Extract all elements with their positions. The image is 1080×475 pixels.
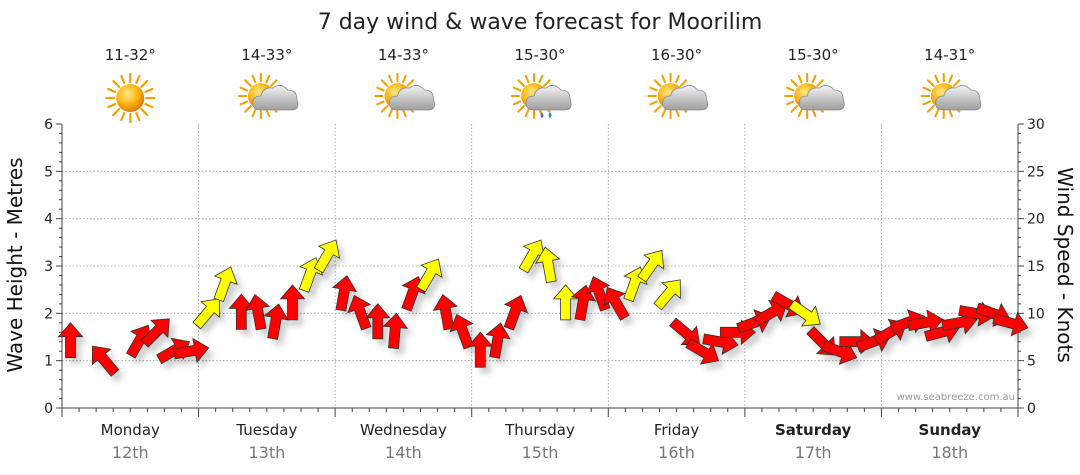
wind-arrow bbox=[331, 275, 358, 312]
wind-arrow bbox=[140, 318, 170, 348]
day-labels: Monday 12th Tuesday 13th Wednesday 14th Thursd… bbox=[101, 421, 981, 462]
day-name-label: Wednesday bbox=[360, 421, 447, 439]
wind-arrow bbox=[432, 293, 458, 331]
y-left-tick-label: 1 bbox=[44, 354, 53, 370]
shower-icon bbox=[510, 72, 572, 120]
partly-cloudy-icon bbox=[647, 72, 709, 120]
y-left-tick-label: 6 bbox=[44, 117, 53, 133]
partly-cloudy-icon bbox=[784, 72, 845, 120]
day-name-label: Thursday bbox=[504, 421, 575, 439]
temperature-range-label: 14-31° bbox=[924, 46, 975, 64]
y-right-tick-label: 25 bbox=[1027, 164, 1045, 180]
day-date-label: 18th bbox=[931, 443, 968, 462]
y-axis-left-title: Wave Height - Metres bbox=[3, 157, 27, 372]
wind-arrow bbox=[637, 249, 665, 283]
credit-text: www.seabreeze.com.au bbox=[897, 392, 1015, 403]
day-date-label: 12th bbox=[112, 443, 149, 462]
wind-arrow bbox=[213, 266, 238, 303]
wind-arrow bbox=[653, 279, 681, 311]
y-left-tick-label: 0 bbox=[44, 401, 53, 417]
wind-arrow bbox=[449, 313, 474, 350]
day-name-label: Saturday bbox=[775, 421, 852, 439]
temperature-range-label: 15-30° bbox=[514, 46, 565, 64]
y-axis-right-title: Wind Speed - Knots bbox=[1053, 167, 1077, 363]
temperature-range-label: 14-33° bbox=[378, 46, 429, 64]
wind-arrow bbox=[364, 303, 391, 340]
wind-arrow bbox=[552, 284, 579, 321]
partly-cloudy-icon bbox=[374, 72, 435, 120]
wind-arrow bbox=[753, 299, 788, 327]
chart-title: 7 day wind & wave forecast for Moorilim bbox=[318, 10, 763, 35]
wind-arrow bbox=[669, 317, 701, 346]
day-date-label: 15th bbox=[522, 443, 559, 462]
wind-arrow bbox=[788, 299, 821, 327]
wind-arrow bbox=[192, 298, 220, 330]
partly-cloudy-icon bbox=[920, 72, 982, 120]
wind-arrow bbox=[263, 303, 289, 340]
partly-cloudy-icon bbox=[237, 72, 299, 120]
wind-arrow bbox=[313, 239, 341, 274]
y-left-tick-label: 4 bbox=[44, 212, 53, 228]
y-left-tick-label: 5 bbox=[44, 164, 53, 180]
chart-axes bbox=[56, 123, 1024, 417]
weather-row: 11-32° 14-33° 14-33° 15-30° 16-30° 15-30° 14-3… bbox=[105, 46, 982, 124]
wind-arrow bbox=[279, 284, 306, 321]
wind-arrow bbox=[467, 331, 494, 368]
day-name-label: Tuesday bbox=[235, 421, 297, 439]
wind-arrow bbox=[603, 286, 630, 321]
temperature-range-label: 15-30° bbox=[788, 46, 839, 64]
y-right-tick-label: 15 bbox=[1027, 259, 1045, 275]
day-name-label: Friday bbox=[654, 421, 700, 439]
wind-arrow bbox=[228, 293, 255, 330]
wind-arrow bbox=[382, 312, 409, 350]
y-right-tick-label: 20 bbox=[1027, 212, 1045, 228]
sunny-icon bbox=[105, 72, 156, 124]
y-right-tick-label: 5 bbox=[1027, 354, 1036, 370]
day-date-label: 16th bbox=[658, 443, 695, 462]
y-left-tick-label: 3 bbox=[44, 259, 53, 275]
wind-arrow bbox=[503, 294, 529, 331]
wind-arrow bbox=[347, 294, 372, 331]
wind-arrow bbox=[416, 258, 443, 293]
y-axis-left-ticks: 0 1 2 3 4 5 6 bbox=[44, 117, 53, 417]
y-right-tick-label: 0 bbox=[1027, 401, 1036, 417]
day-date-label: 17th bbox=[795, 443, 832, 462]
day-date-label: 14th bbox=[385, 443, 422, 462]
wind-arrow bbox=[244, 293, 271, 331]
chart-grid bbox=[62, 124, 1018, 408]
temperature-range-label: 16-30° bbox=[651, 46, 702, 64]
y-right-tick-label: 10 bbox=[1027, 306, 1045, 322]
day-name-label: Monday bbox=[101, 421, 160, 439]
wind-arrow bbox=[91, 345, 120, 377]
wind-arrow bbox=[992, 311, 1029, 337]
day-date-label: 13th bbox=[248, 443, 285, 462]
wind-arrow bbox=[172, 337, 210, 364]
y-left-tick-label: 2 bbox=[44, 306, 53, 322]
wind-arrow bbox=[57, 322, 84, 359]
wind-arrow bbox=[485, 322, 511, 359]
wind-arrow bbox=[156, 337, 190, 365]
y-right-tick-label: 30 bbox=[1027, 117, 1045, 133]
temperature-range-label: 14-33° bbox=[241, 46, 292, 64]
day-name-label: Sunday bbox=[919, 421, 982, 439]
temperature-range-label: 11-32° bbox=[105, 46, 156, 64]
wind-arrows bbox=[57, 239, 1029, 377]
wind-arrow bbox=[535, 246, 561, 284]
wind-arrow bbox=[806, 326, 836, 356]
wind-arrow bbox=[570, 284, 597, 321]
y-axis-right-ticks: 0 5 10 15 20 25 30 bbox=[1027, 117, 1045, 417]
